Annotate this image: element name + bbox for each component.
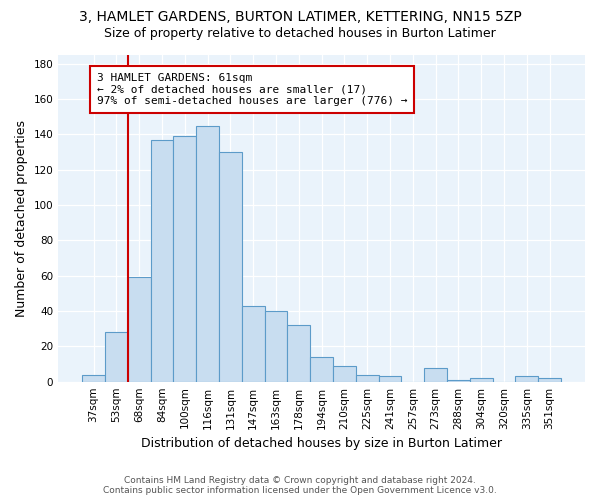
Bar bbox=[151, 140, 173, 382]
Bar bbox=[356, 374, 379, 382]
Bar bbox=[333, 366, 356, 382]
Bar bbox=[242, 306, 265, 382]
Text: 3 HAMLET GARDENS: 61sqm
← 2% of detached houses are smaller (17)
97% of semi-det: 3 HAMLET GARDENS: 61sqm ← 2% of detached… bbox=[97, 72, 407, 106]
Bar bbox=[265, 311, 287, 382]
Bar bbox=[219, 152, 242, 382]
Text: Size of property relative to detached houses in Burton Latimer: Size of property relative to detached ho… bbox=[104, 28, 496, 40]
Bar bbox=[424, 368, 447, 382]
Text: Contains HM Land Registry data © Crown copyright and database right 2024.
Contai: Contains HM Land Registry data © Crown c… bbox=[103, 476, 497, 495]
Bar bbox=[515, 376, 538, 382]
Bar bbox=[105, 332, 128, 382]
Bar bbox=[196, 126, 219, 382]
Bar bbox=[82, 374, 105, 382]
Y-axis label: Number of detached properties: Number of detached properties bbox=[15, 120, 28, 317]
Bar bbox=[470, 378, 493, 382]
Bar bbox=[173, 136, 196, 382]
Bar bbox=[287, 325, 310, 382]
Bar bbox=[128, 278, 151, 382]
Bar bbox=[447, 380, 470, 382]
Bar bbox=[538, 378, 561, 382]
Bar bbox=[310, 357, 333, 382]
X-axis label: Distribution of detached houses by size in Burton Latimer: Distribution of detached houses by size … bbox=[141, 437, 502, 450]
Bar bbox=[379, 376, 401, 382]
Text: 3, HAMLET GARDENS, BURTON LATIMER, KETTERING, NN15 5ZP: 3, HAMLET GARDENS, BURTON LATIMER, KETTE… bbox=[79, 10, 521, 24]
